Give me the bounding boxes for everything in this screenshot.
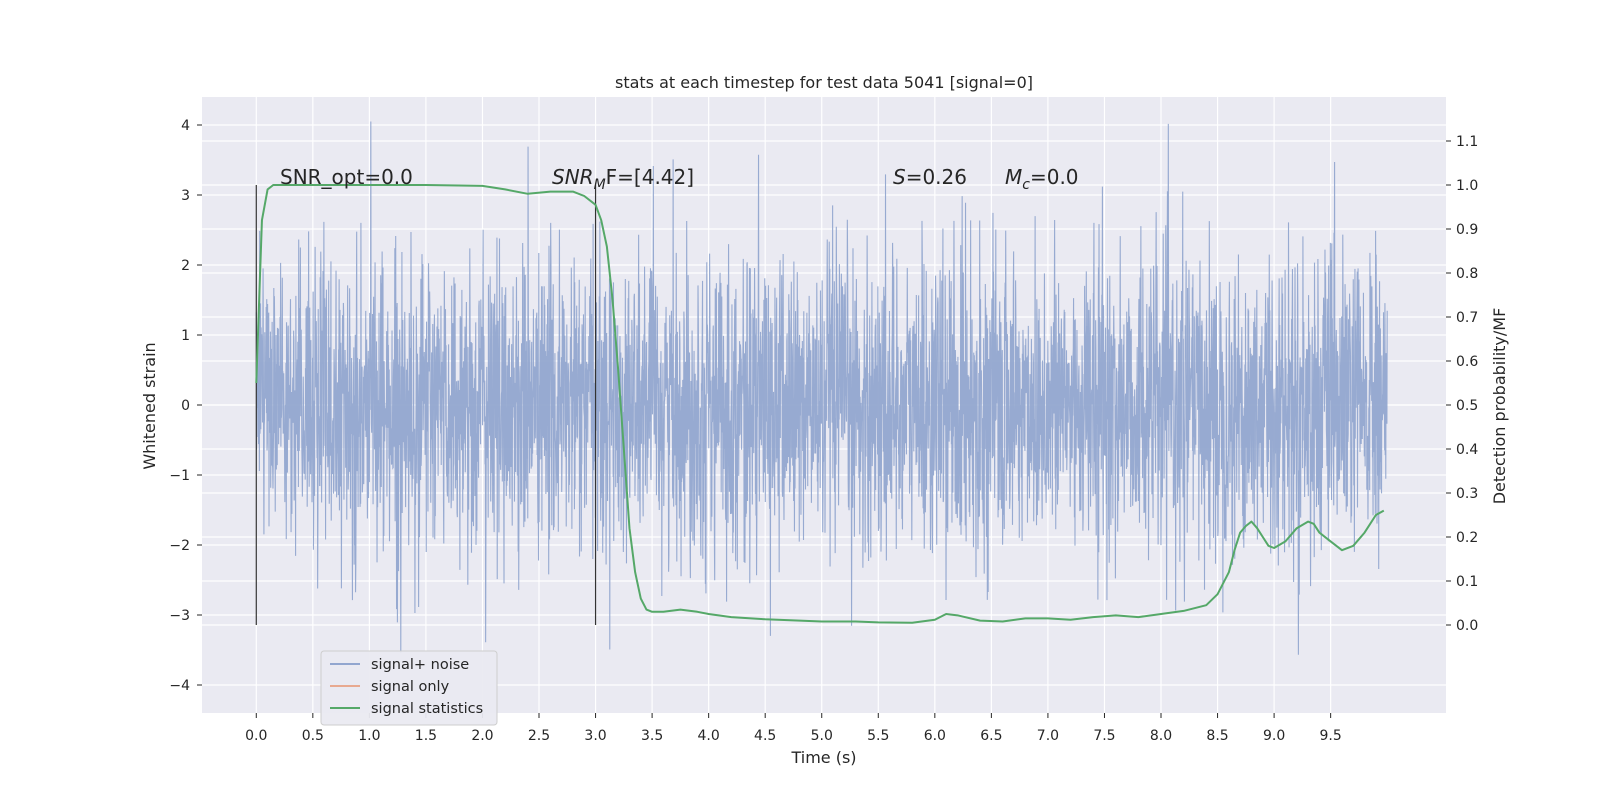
y-tick-label-right: 0.0 — [1456, 618, 1478, 634]
y-ticks-left: 4 3 2 1 0 −1 −2 −3 −4 — [169, 118, 202, 694]
chart-title: stats at each timestep for test data 504… — [615, 73, 1033, 92]
y-tick-label-left: 2 — [181, 258, 190, 274]
x-tick-label: 8.0 — [1150, 728, 1172, 744]
x-tick-label: 9.5 — [1320, 728, 1342, 744]
y-tick-label-left: −1 — [169, 468, 190, 484]
x-tick-label: 2.0 — [471, 728, 493, 744]
x-tick-label: 4.5 — [754, 728, 776, 744]
y-tick-label-left: −2 — [169, 538, 190, 554]
signal-statistics-line — [255, 184, 1385, 624]
x-tick-label: 5.5 — [867, 728, 889, 744]
y-tick-label-right: 0.5 — [1456, 398, 1478, 414]
x-tick-label: 6.0 — [924, 728, 946, 744]
y-ticks-right: 1.1 1.0 0.9 0.8 0.7 0.6 0.5 0.4 0.3 0.2 0.1 0.0 — [1446, 134, 1478, 634]
x-tick-label: 6.5 — [980, 728, 1002, 744]
legend-label-signal-only: signal only — [371, 679, 450, 695]
annotation-snr-opt: SNR_opt=0.0 — [280, 165, 413, 189]
y-tick-label-right: 0.8 — [1456, 266, 1478, 282]
y-tick-label-left: −4 — [169, 678, 190, 694]
vertical-markers — [255, 185, 597, 625]
signal-noise-line — [255, 121, 1388, 655]
y-tick-label-right: 1.1 — [1456, 134, 1478, 150]
x-tick-label: 9.0 — [1263, 728, 1285, 744]
y-tick-label-right: 0.2 — [1456, 530, 1478, 546]
y-tick-label-right: 0.1 — [1456, 574, 1478, 590]
x-tick-label: 8.5 — [1206, 728, 1228, 744]
x-tick-label: 3.0 — [584, 728, 606, 744]
legend-label-signal-statistics: signal statistics — [371, 701, 483, 717]
y-tick-label-right: 1.0 — [1456, 178, 1478, 194]
annotation-mc: Mc=0.0 — [1005, 165, 1079, 193]
y-tick-label-left: 3 — [181, 188, 190, 204]
y-axis-label-right: Detection probability/MF — [1490, 308, 1509, 505]
legend: signal+ noise signal only signal statist… — [320, 650, 498, 726]
series-signal-noise — [255, 121, 1388, 655]
y-tick-label-left: 1 — [181, 328, 190, 344]
y-axis-label-left: Whitened strain — [140, 342, 159, 469]
y-tick-label-right: 0.9 — [1456, 222, 1478, 238]
x-tick-label: 7.0 — [1037, 728, 1059, 744]
x-tick-label: 7.5 — [1093, 728, 1115, 744]
x-tick-label: 1.5 — [415, 728, 437, 744]
x-tick-label: 4.0 — [698, 728, 720, 744]
y-tick-label-right: 0.7 — [1456, 310, 1478, 326]
y-tick-label-left: −3 — [169, 608, 190, 624]
x-tick-label: 2.5 — [528, 728, 550, 744]
legend-label-signal-noise: signal+ noise — [371, 657, 469, 673]
y-tick-label-right: 0.3 — [1456, 486, 1478, 502]
x-tick-label: 5.0 — [811, 728, 833, 744]
annotation-snr-mf: SNRMF=[4.42] — [552, 165, 694, 193]
x-ticks: 0.0 0.5 1.0 1.5 2.0 2.5 3.0 3.5 4.0 4.5 5.0 5.5 6.0 6… — [245, 713, 1342, 744]
x-tick-label: 1.0 — [358, 728, 380, 744]
x-axis-label: Time (s) — [790, 748, 856, 767]
x-tick-label: 3.5 — [641, 728, 663, 744]
y-tick-label-right: 0.6 — [1456, 354, 1478, 370]
y-tick-label-left: 0 — [181, 398, 190, 414]
legend-box — [320, 650, 498, 726]
x-tick-label: 0.0 — [245, 728, 267, 744]
y-tick-label-right: 0.4 — [1456, 442, 1478, 458]
series-signal-statistics — [255, 184, 1385, 624]
annotation-s: S=0.26 — [893, 165, 967, 189]
x-tick-label: 0.5 — [302, 728, 324, 744]
y-tick-label-left: 4 — [181, 118, 190, 134]
